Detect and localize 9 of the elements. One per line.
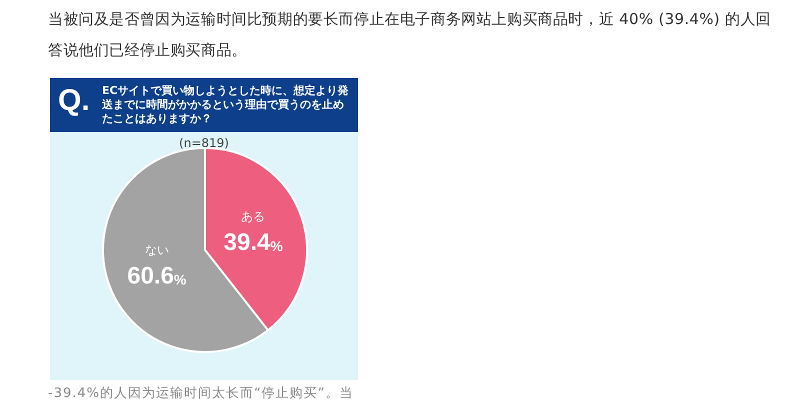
slice-label: ある bbox=[241, 209, 266, 224]
chart-subtitle: (n=819) bbox=[178, 136, 230, 150]
data-label: 39.4% bbox=[224, 228, 284, 256]
text: -39.4%的人因为运输时间太长而“停止购买”。当 bbox=[48, 385, 354, 402]
text: 当被问及是否曾因为运输时间比预期的要长而停止在电子商务网站上购买商品时，近 40% (39.4%) 的人回答说他们已经停止购买商品。 bbox=[48, 9, 772, 61]
slice-label: ない bbox=[144, 242, 169, 257]
text: Q. bbox=[58, 84, 90, 118]
chart-title: ECサイトで買い物しようとした時に、想定より発送までに時間がかかるという理由で買うのを止めたことはありますか？ bbox=[102, 84, 350, 126]
data-label: 60.6% bbox=[127, 262, 187, 290]
